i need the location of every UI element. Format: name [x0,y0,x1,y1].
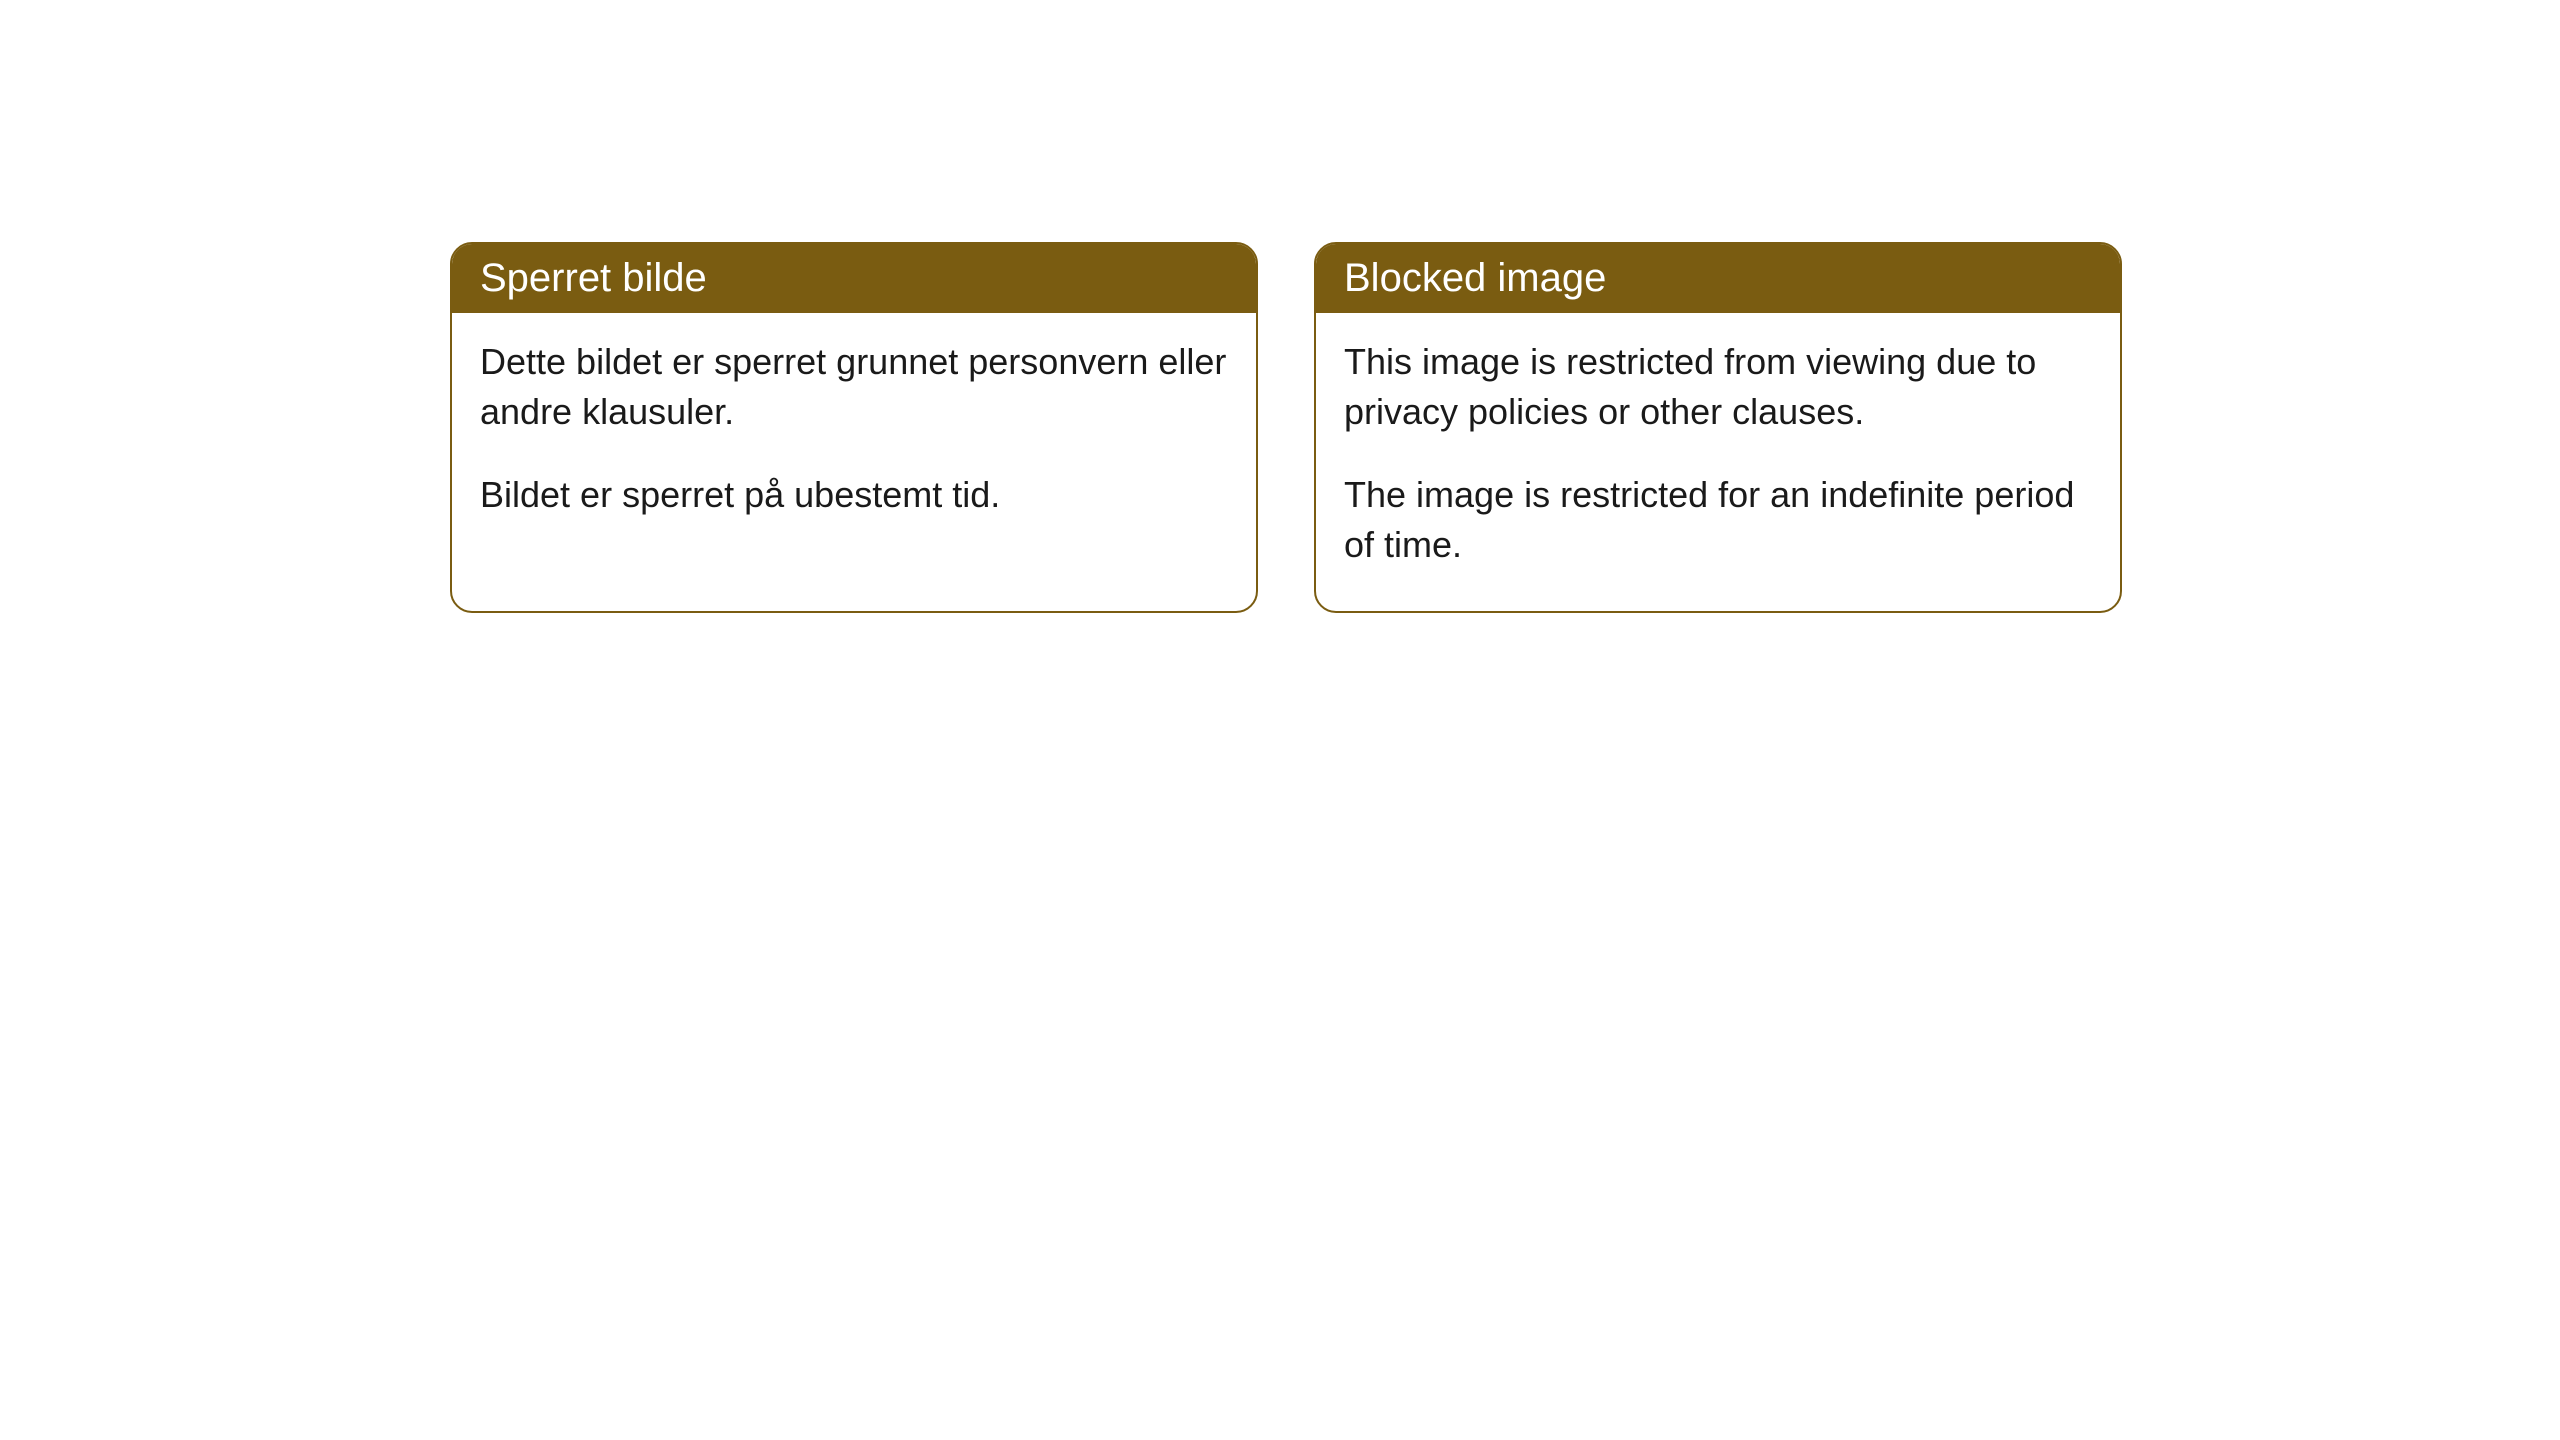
card-paragraph: Bildet er sperret på ubestemt tid. [480,470,1228,520]
card-title: Sperret bilde [480,256,707,300]
card-paragraph: The image is restricted for an indefinit… [1344,470,2092,571]
card-title: Blocked image [1344,256,1606,300]
card-body: Dette bildet er sperret grunnet personve… [452,313,1256,560]
notice-card-norwegian: Sperret bilde Dette bildet er sperret gr… [450,242,1258,613]
card-paragraph: Dette bildet er sperret grunnet personve… [480,337,1228,438]
notice-cards-container: Sperret bilde Dette bildet er sperret gr… [0,0,2560,613]
card-body: This image is restricted from viewing du… [1316,313,2120,611]
card-header: Sperret bilde [452,244,1256,313]
card-paragraph: This image is restricted from viewing du… [1344,337,2092,438]
card-header: Blocked image [1316,244,2120,313]
notice-card-english: Blocked image This image is restricted f… [1314,242,2122,613]
